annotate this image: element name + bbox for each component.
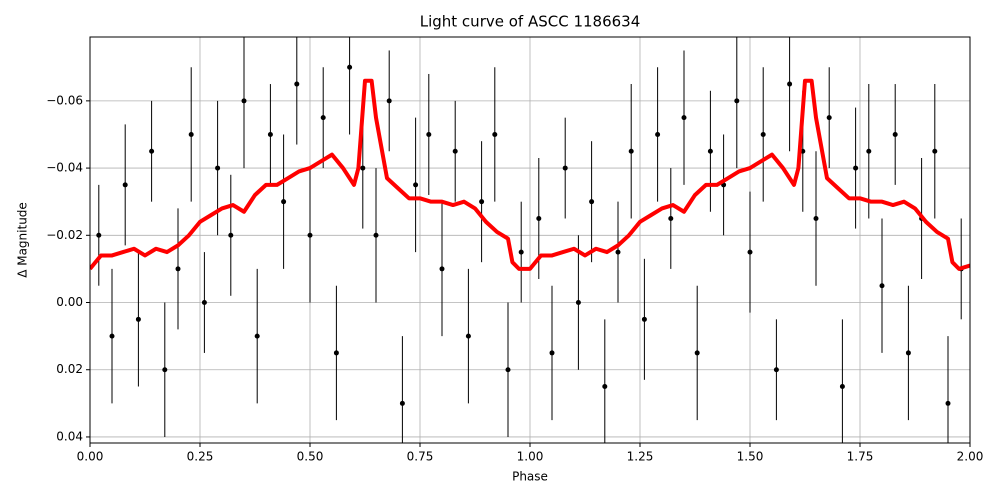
data-point [439, 266, 445, 272]
data-point [426, 131, 432, 137]
data-point [932, 148, 938, 154]
data-point [373, 232, 379, 238]
data-point [668, 215, 674, 221]
data-point [694, 350, 700, 356]
data-point [492, 131, 498, 137]
y-tick-label: 0.02 [56, 362, 83, 376]
y-tick-label: 0.04 [56, 429, 83, 443]
data-point [267, 131, 273, 137]
data-point [892, 131, 898, 137]
x-tick-label: 2.00 [957, 450, 984, 464]
x-tick-label: 0.50 [297, 450, 324, 464]
data-point [945, 400, 951, 406]
data-point [281, 199, 287, 205]
data-point [109, 333, 115, 339]
data-point [628, 148, 634, 154]
data-point [465, 333, 471, 339]
data-point [307, 232, 313, 238]
data-point [413, 182, 419, 188]
data-point [655, 131, 661, 137]
data-point [641, 316, 647, 322]
data-point [575, 300, 581, 306]
data-point [505, 367, 511, 373]
data-point [149, 148, 155, 154]
data-point [254, 333, 260, 339]
data-point [333, 350, 339, 356]
data-point [602, 384, 608, 390]
x-tick-label: 0.00 [77, 450, 104, 464]
y-tick-label: −0.06 [46, 93, 83, 107]
data-point [813, 215, 819, 221]
y-tick-label: 0.00 [56, 295, 83, 309]
chart-title: Light curve of ASCC 1186634 [420, 13, 641, 31]
data-point [215, 165, 221, 171]
y-tick-label: −0.02 [46, 228, 83, 242]
x-tick-label: 0.75 [407, 450, 434, 464]
data-point [241, 98, 247, 104]
data-point [681, 115, 687, 121]
x-tick-label: 1.50 [737, 450, 764, 464]
data-point [536, 215, 542, 221]
plot-area [90, 37, 970, 443]
data-point [562, 165, 568, 171]
x-tick-label: 0.25 [187, 450, 214, 464]
data-point [615, 249, 621, 255]
data-point [905, 350, 911, 356]
data-point [386, 98, 392, 104]
data-point [518, 249, 524, 255]
data-point [347, 64, 353, 70]
grid [89, 37, 971, 443]
data-point [747, 249, 753, 255]
data-point [228, 232, 234, 238]
data-point [879, 283, 885, 289]
y-tick-label: −0.04 [46, 161, 83, 175]
data-point [479, 199, 485, 205]
data-point [773, 367, 779, 373]
smoothed-curve [90, 78, 970, 271]
data-point [135, 316, 141, 322]
data-point [399, 400, 405, 406]
data-point [162, 367, 168, 373]
data-point [839, 384, 845, 390]
data-point [589, 199, 595, 205]
data-point [787, 81, 793, 87]
data-point [320, 115, 326, 121]
data-point [734, 98, 740, 104]
data-point [122, 182, 128, 188]
data-point [866, 148, 872, 154]
data-point [201, 300, 207, 306]
data-point [294, 81, 300, 87]
data-point [853, 165, 859, 171]
data-point [760, 131, 766, 137]
x-tick-label: 1.00 [517, 450, 544, 464]
data-point [707, 148, 713, 154]
ticks: 0.00 0.25 0.50 0.75 1.00 1.25 1.50 1.75 2.00 −0.0… [46, 93, 983, 463]
data-point [452, 148, 458, 154]
y-axis-label: Δ Magnitude [16, 202, 30, 278]
data-point [826, 115, 832, 121]
data-point [360, 165, 366, 171]
x-axis-label: Phase [512, 470, 548, 484]
data-point [188, 131, 194, 137]
x-tick-label: 1.25 [627, 450, 654, 464]
data-point [96, 232, 102, 238]
data-point [549, 350, 555, 356]
x-tick-label: 1.75 [847, 450, 874, 464]
data-point [175, 266, 181, 272]
